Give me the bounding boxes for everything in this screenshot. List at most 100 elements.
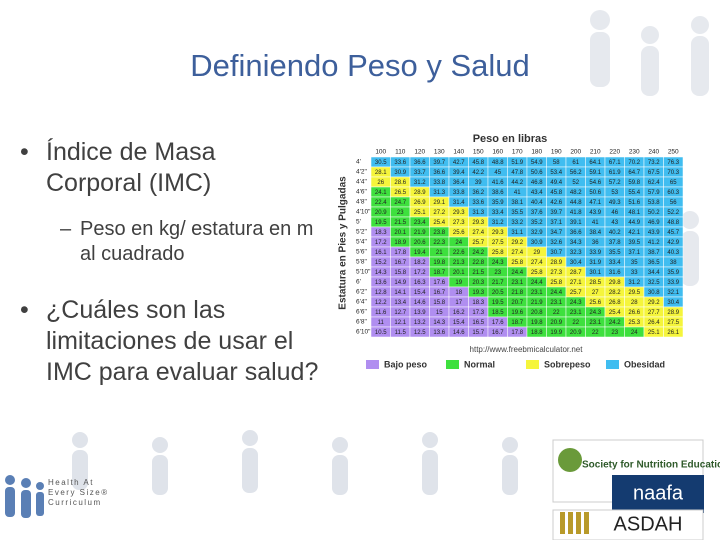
bmi-value: 46	[611, 210, 618, 216]
bmi-value: 70.2	[628, 160, 640, 166]
bmi-value: 26.4	[648, 320, 660, 326]
bmi-value: 21.3	[453, 260, 465, 266]
legend-swatch	[526, 360, 539, 369]
bmi-value: 36.6	[414, 160, 426, 166]
bmi-value: 30.4	[667, 300, 679, 306]
column-header: 130	[434, 149, 445, 156]
column-header: 180	[531, 149, 542, 156]
bmi-value: 32.6	[550, 240, 562, 246]
bmi-value: 42.1	[628, 230, 640, 236]
row-header: 6'10"	[356, 329, 371, 336]
bmi-value: 26.6	[628, 310, 640, 316]
bmi-value: 36.6	[570, 230, 582, 236]
bmi-value: 36.2	[472, 190, 484, 196]
bmi-value: 32.9	[531, 230, 543, 236]
bmi-value: 16.7	[492, 330, 504, 336]
bmi-value: 19.8	[433, 260, 445, 266]
bullet-dot: •	[20, 296, 29, 324]
bmi-value: 50.6	[531, 170, 543, 176]
bmi-value: 24.4	[550, 290, 562, 296]
bmi-value: 27.2	[433, 210, 445, 216]
bmi-value: 61	[572, 160, 579, 166]
bmi-value: 15.2	[375, 260, 387, 266]
legend-swatch	[446, 360, 459, 369]
sub-bullet: – Peso en kg/ estatura en m al cuadrado	[60, 217, 320, 267]
bmi-value: 53	[611, 190, 618, 196]
bmi-value: 30.9	[531, 240, 543, 246]
bmi-value: 28.7	[570, 270, 582, 276]
bmi-value: 33.7	[414, 170, 426, 176]
bmi-value: 38.4	[589, 230, 601, 236]
bmi-value: 28.2	[609, 290, 621, 296]
bmi-value: 24.3	[492, 260, 504, 266]
bmi-value: 45.7	[667, 230, 679, 236]
bmi-value: 13.4	[394, 300, 406, 306]
bmi-value: 39.4	[453, 170, 465, 176]
bmi-value: 33.4	[492, 210, 504, 216]
legend-label: Sobrepeso	[544, 359, 591, 369]
bmi-value: 31.6	[609, 270, 621, 276]
bmi-value: 23.1	[531, 290, 543, 296]
bmi-value: 17.8	[511, 330, 523, 336]
row-header: 5'6"	[356, 249, 367, 256]
bmi-value: 14.6	[453, 330, 465, 336]
bmi-value: 59.1	[589, 170, 601, 176]
bmi-value: 40.3	[667, 250, 679, 256]
bmi-value: 18.7	[511, 320, 523, 326]
bmi-value: 53.4	[550, 170, 562, 176]
column-header: 110	[395, 149, 406, 156]
bmi-value: 62.4	[648, 180, 660, 186]
sub-dash: –	[60, 218, 72, 240]
bmi-value: 54.6	[589, 180, 601, 186]
column-header: 240	[648, 149, 659, 156]
bmi-value: 20.5	[492, 290, 504, 296]
bmi-value: 56	[670, 200, 677, 206]
bmi-value: 31.3	[433, 190, 445, 196]
bmi-value: 49.3	[609, 200, 621, 206]
bmi-value: 28	[631, 300, 638, 306]
bmi-value: 17.6	[433, 280, 445, 286]
bmi-value: 29.5	[628, 290, 640, 296]
bmi-value: 23.1	[589, 320, 601, 326]
bmi-value: 24.2	[472, 250, 484, 256]
sneb-leaf	[558, 448, 582, 472]
row-header: 4'	[356, 159, 361, 166]
bmi-value: 55.4	[628, 190, 640, 196]
bmi-value: 21	[436, 250, 443, 256]
bmi-value: 45	[494, 170, 501, 176]
bmi-value: 11.6	[375, 310, 387, 316]
bmi-value: 16.7	[433, 290, 445, 296]
bullet-text: ¿Cuáles son las limitaciones de usar el …	[46, 296, 319, 386]
row-header: 5'4"	[356, 239, 367, 246]
bmi-value: 52	[572, 180, 579, 186]
bmi-value: 30.8	[648, 290, 660, 296]
people-silhouettes	[590, 10, 709, 286]
row-header: 6'2"	[356, 289, 367, 296]
bmi-value: 44.2	[511, 180, 523, 186]
bmi-value: 44.9	[628, 220, 640, 226]
bmi-value: 30.7	[550, 250, 562, 256]
bmi-value: 28.5	[589, 280, 601, 286]
bmi-value: 27.4	[531, 260, 543, 266]
bmi-value: 23.4	[414, 220, 426, 226]
bmi-value: 25.4	[609, 310, 621, 316]
bmi-value: 56.2	[570, 170, 582, 176]
bmi-value: 50.6	[589, 190, 601, 196]
bmi-value: 18.3	[472, 300, 484, 306]
bmi-value: 21.8	[511, 290, 523, 296]
bmi-value: 48.2	[570, 190, 582, 196]
bmi-value: 20.8	[531, 310, 543, 316]
bmi-value: 18.7	[433, 270, 445, 276]
bmi-value: 45.8	[472, 160, 484, 166]
column-header: 190	[551, 149, 562, 156]
bmi-value: 67.5	[648, 170, 660, 176]
bmi-value: 32.1	[667, 290, 679, 296]
bmi-value: 49.4	[550, 180, 562, 186]
bmi-value: 22.6	[453, 250, 465, 256]
bmi-value: 27.4	[511, 250, 523, 256]
column-header: 230	[629, 149, 640, 156]
column-header: 200	[570, 149, 581, 156]
slide-title: Definiendo Peso y Salud	[190, 48, 530, 83]
bmi-value: 22	[553, 310, 560, 316]
bmi-value: 37.8	[609, 240, 621, 246]
